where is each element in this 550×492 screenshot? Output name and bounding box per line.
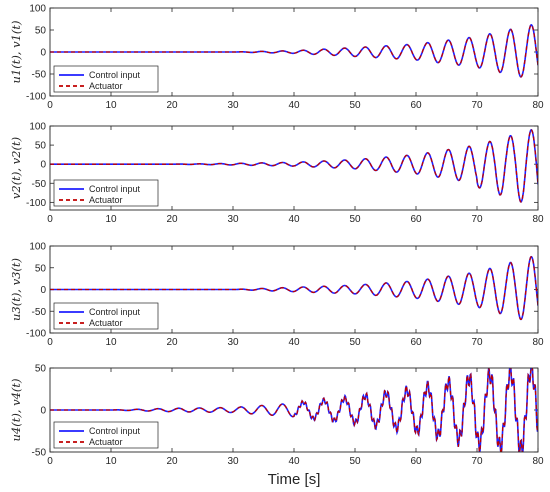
- x-tick-label: 60: [410, 456, 422, 467]
- y-tick-label: 100: [29, 122, 46, 133]
- axes-box: [49, 125, 539, 211]
- y-tick-label: -100: [26, 92, 46, 103]
- y-tick-label: 0: [40, 406, 46, 417]
- y-axis-label: v2(t), v2(t): [9, 137, 23, 199]
- x-tick-label: 30: [227, 456, 239, 467]
- x-tick-label: 70: [471, 214, 483, 225]
- x-tick-label: 50: [349, 337, 361, 348]
- x-tick-label: 0: [47, 456, 53, 467]
- y-tick-label: 50: [35, 364, 47, 375]
- x-tick-label: 60: [410, 214, 422, 225]
- legend-box: [53, 421, 159, 449]
- x-tick-label: 80: [532, 214, 544, 225]
- axes-box: [49, 367, 539, 453]
- y-tick-label: -50: [32, 307, 47, 318]
- legend-label: Actuator: [89, 437, 123, 447]
- series-actuator: [50, 129, 538, 203]
- x-tick-label: 40: [288, 214, 300, 225]
- legend-label: Actuator: [89, 81, 123, 91]
- x-tick-label: 60: [410, 100, 422, 111]
- y-tick-label: -50: [32, 448, 47, 459]
- y-tick-label: -100: [26, 329, 46, 340]
- series-actuator: [50, 24, 538, 78]
- axes-box: [49, 245, 539, 334]
- y-tick-label: -50: [32, 179, 47, 190]
- x-tick-label: 50: [349, 214, 361, 225]
- x-tick-label: 80: [532, 337, 544, 348]
- y-tick-label: 0: [40, 48, 46, 59]
- x-tick-label: 20: [166, 214, 178, 225]
- legend-label: Control input: [89, 70, 141, 80]
- x-tick-label: 30: [227, 337, 239, 348]
- x-tick-label: 0: [47, 337, 53, 348]
- series-actuator: [50, 255, 538, 320]
- x-tick-label: 30: [227, 214, 239, 225]
- y-tick-label: 100: [29, 4, 46, 15]
- legend-label: Actuator: [89, 195, 123, 205]
- y-tick-label: 0: [40, 285, 46, 296]
- x-tick-label: 40: [288, 337, 300, 348]
- x-tick-label: 50: [349, 100, 361, 111]
- x-tick-label: 0: [47, 214, 53, 225]
- x-tick-label: 30: [227, 100, 239, 111]
- x-tick-label: 0: [47, 100, 53, 111]
- y-tick-label: -50: [32, 70, 47, 81]
- y-tick-label: 50: [35, 141, 47, 152]
- axes-box: [49, 7, 539, 97]
- x-tick-label: 60: [410, 337, 422, 348]
- x-tick-label: 80: [532, 100, 544, 111]
- x-tick-label: 50: [349, 456, 361, 467]
- x-tick-label: 80: [532, 456, 544, 467]
- x-tick-label: 40: [288, 100, 300, 111]
- y-axis-label: u3(t), v3(t): [9, 258, 23, 321]
- x-tick-label: 20: [166, 456, 178, 467]
- legend-label: Control input: [89, 426, 141, 436]
- y-tick-label: 100: [29, 242, 46, 253]
- y-tick-label: 0: [40, 160, 46, 171]
- series-actuator: [50, 368, 538, 452]
- y-axis-label: u4(t), v4(t): [9, 378, 23, 441]
- legend-box: [53, 65, 159, 93]
- x-tick-label: 10: [105, 456, 117, 467]
- x-tick-label: 20: [166, 337, 178, 348]
- legend-label: Control input: [89, 307, 141, 317]
- legend-label: Actuator: [89, 318, 123, 328]
- x-tick-label: 70: [471, 337, 483, 348]
- y-tick-label: -100: [26, 198, 46, 209]
- x-tick-label: 10: [105, 337, 117, 348]
- y-axis-label: u1(t), v1(t): [9, 20, 23, 83]
- y-tick-label: 50: [35, 26, 47, 37]
- x-tick-label: 70: [471, 100, 483, 111]
- legend-box: [53, 302, 159, 330]
- x-tick-label: 10: [105, 100, 117, 111]
- x-tick-label: 70: [471, 456, 483, 467]
- x-axis-label: Time [s]: [268, 471, 321, 488]
- legend-box: [53, 179, 159, 207]
- x-tick-label: 10: [105, 214, 117, 225]
- x-tick-label: 40: [288, 456, 300, 467]
- y-tick-label: 50: [35, 263, 47, 274]
- legend-label: Control input: [89, 184, 141, 194]
- x-tick-label: 20: [166, 100, 178, 111]
